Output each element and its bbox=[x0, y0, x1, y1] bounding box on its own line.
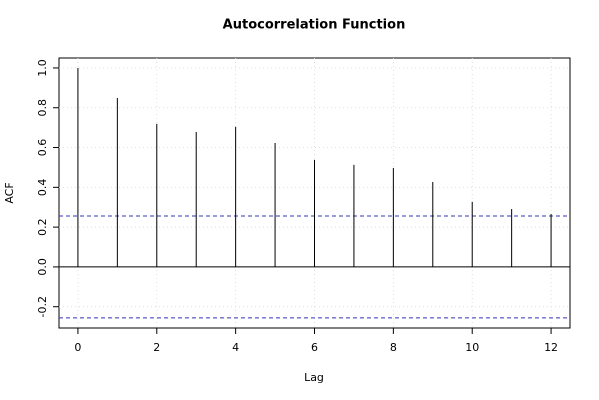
x-tick-label: 0 bbox=[74, 341, 81, 354]
y-tick-label: 1.0 bbox=[36, 59, 49, 77]
y-axis-label: ACF bbox=[3, 182, 16, 203]
x-tick-label: 10 bbox=[465, 341, 479, 354]
x-tick-label: 2 bbox=[153, 341, 160, 354]
x-tick-label: 8 bbox=[390, 341, 397, 354]
y-tick-label: 0.8 bbox=[36, 99, 49, 117]
x-tick-label: 4 bbox=[232, 341, 239, 354]
x-tick-label: 12 bbox=[544, 341, 558, 354]
x-tick-label: 6 bbox=[311, 341, 318, 354]
y-tick-label: 0.2 bbox=[36, 218, 49, 236]
y-tick-label: 0.6 bbox=[36, 139, 49, 157]
y-tick-label: -0.2 bbox=[36, 296, 49, 317]
y-tick-label: 0.0 bbox=[36, 258, 49, 276]
chart-title: Autocorrelation Function bbox=[223, 18, 406, 33]
y-tick-label: 0.4 bbox=[36, 179, 49, 197]
x-axis-label: Lag bbox=[304, 371, 324, 384]
